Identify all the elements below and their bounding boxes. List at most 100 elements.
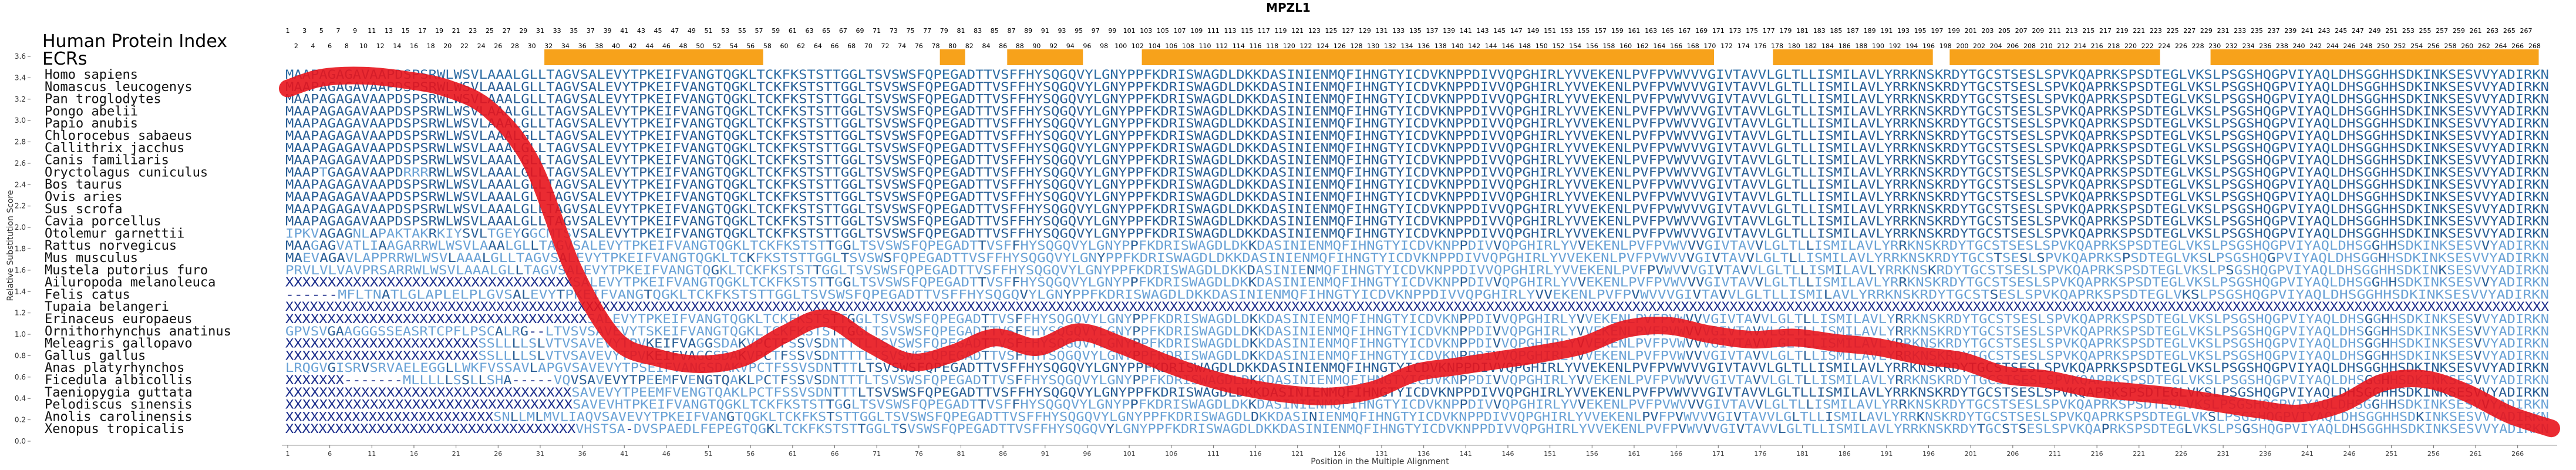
x-tick-label: 251 xyxy=(2385,450,2397,458)
top-position-tick: 19 xyxy=(435,27,443,35)
top-position-tick: 74 xyxy=(898,42,906,50)
top-position-tick: 36 xyxy=(578,42,587,50)
top-position-tick: 177 xyxy=(1763,27,1775,35)
y-tick-label: 0.0 xyxy=(15,437,26,445)
top-position-tick: 175 xyxy=(1746,27,1758,35)
top-position-tick: 94 xyxy=(1066,42,1075,50)
species-label: Bos taurus xyxy=(45,177,122,192)
top-position-tick: 67 xyxy=(839,27,847,35)
top-position-tick: 140 xyxy=(1451,42,1463,50)
x-tick-label: 146 xyxy=(1501,450,1514,458)
species-label: Otolemur garnettii xyxy=(45,226,184,241)
species-label: Oryctolagus cuniculus xyxy=(45,165,208,180)
top-position-tick: 238 xyxy=(2276,42,2288,50)
species-label: Anas platyrhynchos xyxy=(45,361,184,375)
x-tick-label: 231 xyxy=(2217,450,2230,458)
top-position-tick: 162 xyxy=(1636,42,1649,50)
top-position-ticks: 1234567891011121314151617181920212223242… xyxy=(286,27,2541,50)
top-position-tick: 199 xyxy=(1948,27,1960,35)
top-position-tick: 263 xyxy=(2486,27,2498,35)
top-position-tick: 134 xyxy=(1401,42,1413,50)
top-position-tick: 137 xyxy=(1426,27,1438,35)
top-position-tick: 22 xyxy=(460,42,469,50)
top-position-tick: 159 xyxy=(1611,27,1624,35)
top-position-tick: 191 xyxy=(1880,27,1893,35)
x-tick-label: 6 xyxy=(328,450,332,458)
species-label: Sus scrofa xyxy=(45,202,122,217)
y-axis-label: Relative Substitution Score xyxy=(6,190,15,301)
top-position-tick: 130 xyxy=(1367,42,1379,50)
x-tick-label: 186 xyxy=(1838,450,1851,458)
top-position-tick: 59 xyxy=(772,27,780,35)
top-position-tick: 258 xyxy=(2444,42,2457,50)
x-tick-label: 11 xyxy=(368,450,376,458)
top-position-tick: 78 xyxy=(931,42,940,50)
top-position-tick: 251 xyxy=(2385,27,2397,35)
top-position-tick: 145 xyxy=(1493,27,1506,35)
x-tick-label: 161 xyxy=(1628,450,1640,458)
top-position-tick: 121 xyxy=(1291,27,1304,35)
top-position-tick: 9 xyxy=(353,27,357,35)
y-tick-label: 1.6 xyxy=(15,266,26,274)
top-position-tick: 239 xyxy=(2284,27,2296,35)
top-position-tick: 122 xyxy=(1300,42,1312,50)
top-position-tick: 215 xyxy=(2082,27,2095,35)
species-label: Pongo abelii xyxy=(45,104,138,119)
top-position-tick: 166 xyxy=(1670,42,1682,50)
top-position-tick: 204 xyxy=(1990,42,2002,50)
y-tick-label: 2.6 xyxy=(15,159,26,167)
x-tick-label: 96 xyxy=(1083,450,1091,458)
x-tick-label: 181 xyxy=(1796,450,1809,458)
top-position-tick: 254 xyxy=(2410,42,2423,50)
top-position-tick: 154 xyxy=(1569,42,1581,50)
species-label: Taeniopygia guttata xyxy=(45,385,193,400)
top-position-tick: 112 xyxy=(1215,42,1228,50)
top-position-tick: 266 xyxy=(2511,42,2524,50)
sequence-row: PRVLVLVAVPRSARRWLWSVLAAALGL LTAGVSALEVYTP… xyxy=(285,263,2549,277)
top-position-tick: 209 xyxy=(2032,27,2044,35)
top-position-tick: 230 xyxy=(2208,42,2221,50)
species-label: Cavia porcellus xyxy=(45,214,161,229)
y-tick-label: 3.2 xyxy=(15,95,26,103)
top-position-tick: 224 xyxy=(2158,42,2170,50)
top-position-tick: 139 xyxy=(1443,27,1455,35)
sequence-row: MAAPAGAGAVAAPDSPSRWLWSVLAAALGLLTAGVSALEV… xyxy=(285,214,2549,229)
top-position-tick: 93 xyxy=(1058,27,1066,35)
y-tick-label: 1.4 xyxy=(15,287,26,296)
sequence-rows: MAAPAGAGAVAAPDSPSRWLWSVLAAALGLLTAGVSALEV… xyxy=(285,68,2549,436)
top-position-tick: 228 xyxy=(2192,42,2204,50)
top-position-tick: 129 xyxy=(1359,27,1371,35)
top-position-tick: 193 xyxy=(1897,27,1910,35)
sequence-row: MAA GAG VATLI AAGARRWLWSVLA AA LGL LTAGVSALEVY… xyxy=(285,239,2549,253)
top-position-tick: 181 xyxy=(1796,27,1809,35)
species-label: Anolis carolinensis xyxy=(45,409,193,424)
top-position-tick: 240 xyxy=(2293,42,2305,50)
top-position-tick: 48 xyxy=(679,42,688,50)
top-position-tick: 43 xyxy=(637,27,645,35)
top-position-tick: 205 xyxy=(1998,27,2011,35)
top-position-tick: 152 xyxy=(1552,42,1564,50)
top-position-tick: 235 xyxy=(2251,27,2263,35)
top-position-tick: 138 xyxy=(1435,42,1447,50)
top-position-tick: 146 xyxy=(1501,42,1514,50)
species-label: Tupaia belangeri xyxy=(45,300,169,314)
top-position-tick: 119 xyxy=(1275,27,1287,35)
top-position-tick: 23 xyxy=(469,27,477,35)
top-position-tick: 96 xyxy=(1083,42,1091,50)
sequence-row: MAAPAGAGAVAAPDSPSRWLWSVLAAALGLLTAGVSALEV… xyxy=(285,104,2549,118)
x-tick-label: 136 xyxy=(1417,450,1430,458)
y-tick-label: 2.4 xyxy=(15,180,26,189)
x-tick-label: 51 xyxy=(705,450,713,458)
top-position-tick: 217 xyxy=(2099,27,2112,35)
top-position-tick: 60 xyxy=(780,42,789,50)
sequence-row: MA EV AGA VLAPPRRWLWSV LAAA LGLLTAGVS ALEVYTPK… xyxy=(285,251,2549,265)
top-position-tick: 267 xyxy=(2520,27,2533,35)
top-position-tick: 213 xyxy=(2066,27,2078,35)
sequence-row: MAAPAGAGAVAAPDSPSRWLWSVLAAALGLLTAGVSALEV… xyxy=(285,190,2549,204)
top-position-tick: 44 xyxy=(645,42,654,50)
sequence-row: MAAP TGAGAVAAPD RRR RWLWSVLAAALGLLTAGVSALEV… xyxy=(285,165,2549,179)
top-position-tick: 73 xyxy=(890,27,898,35)
sequence-row: MAAPAGAGAVAAPDSPSRWLWSVLAAALGLLTAGVSALEV… xyxy=(285,202,2549,216)
top-position-tick: 70 xyxy=(864,42,873,50)
top-position-tick: 151 xyxy=(1544,27,1556,35)
